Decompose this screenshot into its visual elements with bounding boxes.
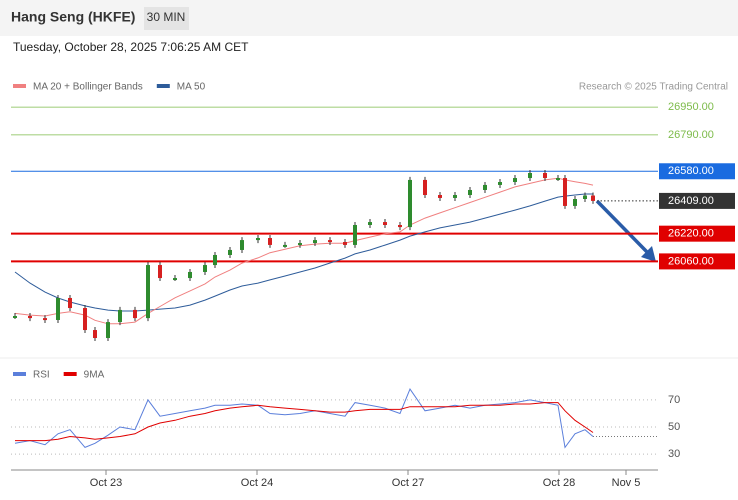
- price-level-box: [659, 253, 735, 270]
- price-level-label: 26580.00: [668, 165, 714, 177]
- forecast-arrow: [595, 199, 650, 255]
- candle-body: [408, 179, 412, 228]
- candle-body: [453, 195, 457, 198]
- price-level-box: [659, 163, 735, 180]
- timestamp: Tuesday, October 28, 2025 7:06:25 AM CET: [13, 40, 249, 54]
- candle-body: [203, 265, 207, 272]
- candle-body: [498, 182, 502, 185]
- candle-body: [283, 244, 287, 247]
- interval[interactable]: 30 MIN: [147, 10, 186, 24]
- candle-body: [573, 199, 577, 206]
- candle-body: [68, 297, 72, 309]
- candle-body: [543, 173, 547, 179]
- candle-body: [158, 265, 162, 279]
- candle-body: [556, 178, 560, 181]
- candle-body: [240, 240, 244, 250]
- candle-body: [133, 309, 137, 319]
- candle-body: [398, 225, 402, 228]
- header-bar: [0, 0, 738, 36]
- title: Hang Seng (HKFE): [11, 9, 135, 25]
- legend-swatch: [13, 372, 26, 376]
- candle-body: [213, 254, 217, 266]
- candle-body: [313, 240, 317, 244]
- candle-body: [146, 265, 150, 319]
- candle-body: [173, 278, 177, 281]
- price-level-label: 26060.00: [668, 255, 714, 267]
- price-level-box: [659, 192, 735, 209]
- candle-body: [483, 184, 487, 190]
- y-tick-label: 50: [668, 421, 680, 433]
- forecast-arrowhead: [641, 246, 656, 262]
- candle-body: [513, 178, 517, 183]
- candle-body: [438, 195, 442, 198]
- y-tick-label: 30: [668, 448, 680, 460]
- candle-body: [106, 322, 110, 339]
- legend-label: MA 20 + Bollinger Bands: [33, 82, 143, 93]
- candle-body: [56, 297, 60, 320]
- x-tick-label: Nov 5: [612, 477, 641, 489]
- candle-body: [256, 238, 260, 241]
- x-tick-label: Oct 27: [392, 477, 424, 489]
- candle-body: [28, 316, 32, 319]
- interval-button[interactable]: [144, 7, 189, 30]
- ma50-line: [14, 193, 593, 312]
- candle-body: [528, 173, 532, 179]
- price-level-label: 26950.00: [668, 101, 714, 113]
- candle-body: [93, 330, 97, 339]
- x-tick-label: Oct 28: [543, 477, 575, 489]
- legend-label: 9MA: [84, 370, 105, 381]
- legend-swatch: [156, 84, 170, 88]
- legend-label: MA 50: [177, 82, 206, 93]
- candle-body: [188, 271, 192, 279]
- candle-body: [328, 240, 332, 243]
- candle-body: [468, 189, 472, 196]
- credit: Research © 2025 Trading Central: [579, 82, 728, 93]
- candle-body: [583, 195, 587, 199]
- candle-body: [343, 241, 347, 245]
- y-tick-label: 70: [668, 394, 680, 406]
- legend-swatch: [63, 372, 77, 376]
- candle-body: [383, 222, 387, 225]
- legend-swatch: [13, 84, 26, 88]
- candle-body: [591, 195, 595, 201]
- candle-body: [83, 308, 87, 331]
- candle-body: [368, 222, 372, 225]
- candle-body: [298, 243, 302, 246]
- x-tick-label: Oct 24: [241, 477, 273, 489]
- candle-body: [118, 309, 122, 323]
- candle-body: [353, 225, 357, 245]
- rsi-line: [15, 402, 594, 442]
- candle-body: [13, 316, 17, 318]
- rsi-line: [14, 388, 594, 449]
- price-level-box: [659, 225, 735, 242]
- candle-body: [43, 318, 47, 321]
- candle-body: [423, 179, 427, 196]
- candle-body: [268, 238, 272, 245]
- price-level-label: 26409.00: [668, 195, 714, 207]
- price-level-label: 26790.00: [668, 129, 714, 141]
- legend-label: RSI: [33, 370, 50, 381]
- candle-body: [563, 178, 567, 206]
- candle-body: [228, 249, 232, 255]
- x-tick-label: Oct 23: [90, 477, 122, 489]
- price-level-label: 26220.00: [668, 228, 714, 240]
- ma20-line: [14, 177, 594, 325]
